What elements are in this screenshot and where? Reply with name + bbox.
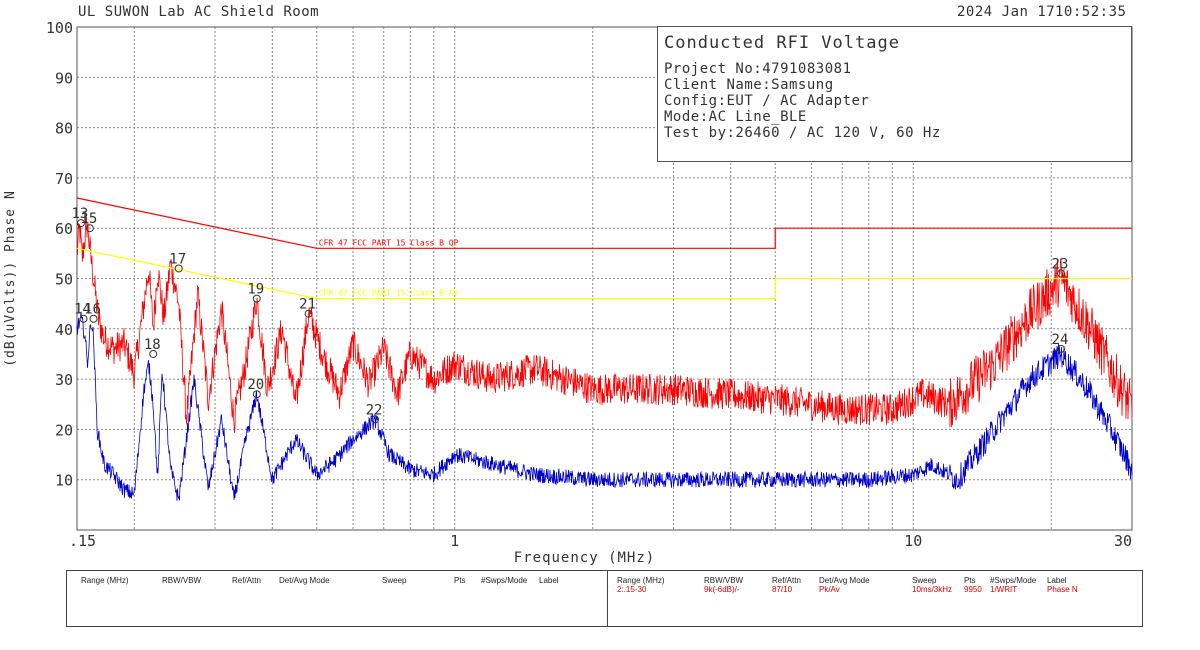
marker-circle: [252, 390, 261, 399]
hdr-det-2: Det/Avg Mode: [819, 576, 870, 585]
marker-circle: [1056, 344, 1065, 353]
hdr-sweep: Sweep: [382, 576, 407, 585]
marker-label: 17: [169, 251, 186, 267]
marker-circle: [1056, 269, 1065, 278]
x-tick-label: 30: [1114, 532, 1132, 550]
marker-label: 21: [299, 297, 316, 313]
val-rbw: 9k(-6dB)/-: [704, 585, 740, 594]
x-tick-label: 1: [450, 532, 459, 550]
x-tick-label: 10: [904, 532, 922, 550]
hdr-swps-2: #Swps/Mode: [990, 576, 1037, 585]
val-range: 2:.15-30: [617, 585, 647, 594]
y-tick-label: 30: [55, 371, 73, 389]
val-pts: 9950: [964, 585, 982, 594]
val-det: Pk/Av: [819, 585, 840, 594]
settings-left-panel: Range (MHz) RBW/VBW Ref/Attn Det/Avg Mod…: [67, 571, 608, 626]
marker-label: 24: [1052, 332, 1069, 348]
marker-circle: [76, 219, 85, 228]
hdr-rbw-2: RBW/VBW: [704, 576, 744, 585]
av-limit-line: [76, 247, 1132, 300]
test-date: 2024 Jan 17: [957, 4, 1056, 20]
hdr-pts-2: Pts: [964, 576, 976, 585]
marker-label: 15: [80, 211, 97, 227]
info-test-by: Test by:26460 / AC 120 V, 60 Hz: [664, 125, 941, 141]
info-mode: Mode:AC Line_BLE: [664, 109, 807, 125]
x-tick-label: .15: [69, 532, 96, 550]
marker-label: 19: [247, 282, 264, 298]
info-config: Config:EUT / AC Adapter: [664, 93, 870, 109]
hdr-sweep-2: Sweep: [912, 576, 937, 585]
hdr-range-2: Range (MHz): [617, 576, 665, 585]
average-trace: [76, 311, 1133, 501]
y-tick-label: 50: [55, 271, 73, 289]
marker-label: 18: [144, 337, 161, 353]
y-tick-label: 10: [55, 472, 73, 490]
marker-circle: [252, 294, 261, 303]
hdr-ref: Ref/Attn: [232, 576, 261, 585]
marker-label: 14: [74, 302, 91, 318]
val-label: Phase N: [1047, 585, 1078, 594]
room-title: UL SUWON Lab AC Shield Room: [78, 4, 320, 20]
val-swps: 1/WRIT: [990, 585, 1018, 594]
marker-circle: [149, 349, 158, 358]
y-tick-label: 60: [55, 220, 73, 238]
hdr-det: Det/Avg Mode: [279, 576, 330, 585]
hdr-rbw: RBW/VBW: [162, 576, 202, 585]
info-client: Client Name:Samsung: [664, 77, 834, 93]
x-axis-label: Frequency (MHz): [514, 550, 655, 566]
marker-circle: [85, 224, 94, 233]
marker-circle: [304, 309, 313, 318]
hdr-label: Label: [539, 576, 559, 585]
hdr-pts: Pts: [454, 576, 466, 585]
y-tick-label: 20: [55, 421, 73, 439]
marker-label: 16: [84, 302, 101, 318]
y-tick-label: 100: [46, 19, 73, 37]
marker-label: 13: [72, 206, 89, 222]
info-project: Project No:4791083081: [664, 61, 852, 77]
hdr-swps: #Swps/Mode: [481, 576, 528, 585]
y-tick-label: 70: [55, 170, 73, 188]
marker-circle: [79, 314, 88, 323]
marker-circle: [89, 314, 98, 323]
marker-label: 22: [366, 402, 383, 418]
marker-label: 20: [247, 377, 264, 393]
qp-limit-line: [76, 197, 1132, 249]
marker-circle: [174, 264, 183, 273]
hdr-ref-2: Ref/Attn: [772, 576, 801, 585]
marker-circle: [371, 415, 380, 424]
hdr-label-2: Label: [1047, 576, 1067, 585]
val-sweep: 10ms/3kHz: [912, 585, 953, 594]
val-ref: 87/10: [772, 585, 793, 594]
hdr-range: Range (MHz): [81, 576, 129, 585]
y-axis-label: (dB(uVolts)) Phase N: [3, 190, 18, 367]
analyzer-settings-table: Range (MHz) RBW/VBW Ref/Attn Det/Avg Mod…: [66, 570, 1143, 627]
y-tick-label: 80: [55, 120, 73, 138]
y-tick-label: 90: [55, 69, 73, 87]
peak-trace: [76, 217, 1133, 433]
info-title: Conducted RFI Voltage: [664, 33, 900, 53]
qp-limit-label: CFR 47 FCC PART 15 Class B QP: [319, 238, 459, 247]
marker-label: 23: [1052, 256, 1069, 272]
y-tick-label: 40: [55, 321, 73, 339]
test-time: 10:52:35: [1055, 4, 1127, 20]
settings-right-panel: Range (MHz) RBW/VBW Ref/Attn Det/Avg Mod…: [607, 571, 1142, 626]
test-info-box: Conducted RFI Voltage Project No:4791083…: [657, 26, 1132, 162]
av-limit-label: CFR 47 FCC PART 15 Class B AV: [319, 289, 459, 298]
